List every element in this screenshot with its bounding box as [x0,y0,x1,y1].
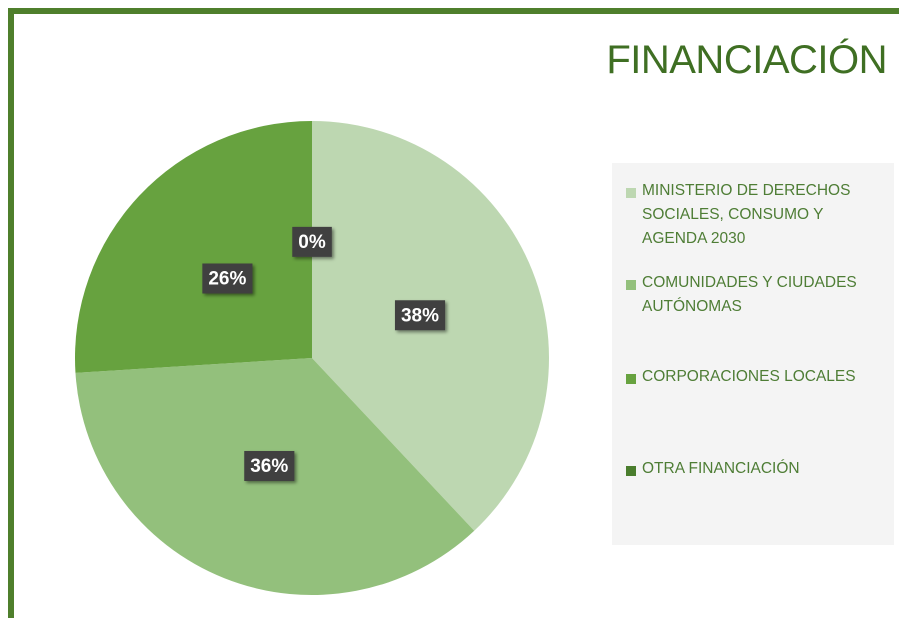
data-label-box [202,263,253,294]
legend-swatch [626,466,636,476]
legend-swatch [626,280,636,290]
chart-title: FINANCIACIÓN [606,38,887,82]
legend-label: OTRA FINANCIACIÓN [642,460,800,477]
legend-entry: OTRA FINANCIACIÓN [626,460,888,481]
data-label-box [244,450,295,481]
legend-label: MINISTERIO DE DERECHOS SOCIALES, CONSUMO… [642,182,851,247]
data-label-text: 38% [401,305,439,326]
legend: MINISTERIO DE DERECHOS SOCIALES, CONSUMO… [612,163,894,545]
legend-entry: COMUNIDADES Y CIUDADES AUTÓNOMAS [626,274,888,319]
legend-entry: CORPORACIONES LOCALES [626,368,888,389]
legend-label: COMUNIDADES Y CIUDADES AUTÓNOMAS [642,274,857,315]
data-label-text: 0% [298,232,326,253]
data-label: 0% [292,226,332,257]
frame-border [8,8,14,618]
frame-border [8,8,899,14]
data-label-box [394,300,446,331]
data-label: 36% [244,450,295,481]
data-label-box [292,226,332,257]
data-label: 26% [202,263,253,294]
data-label: 38% [394,300,446,331]
legend-swatch [626,374,636,384]
pie-slice [75,121,312,373]
legend-label: CORPORACIONES LOCALES [642,368,856,385]
data-label-text: 36% [250,456,288,477]
data-label-text: 26% [208,269,246,290]
legend-swatch [626,188,636,198]
legend-entry: MINISTERIO DE DERECHOS SOCIALES, CONSUMO… [626,182,888,251]
